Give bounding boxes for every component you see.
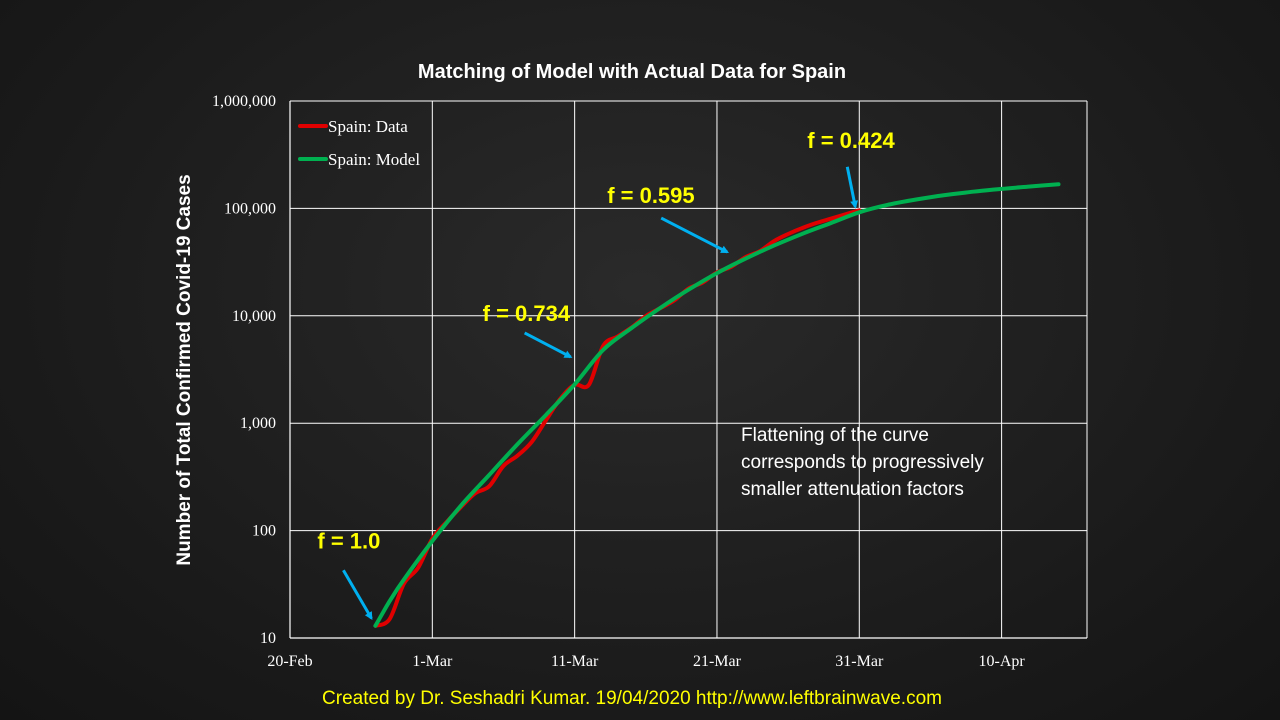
annotation-arrow [660, 216, 729, 254]
x-tick-label: 31-Mar [835, 653, 884, 670]
legend: Spain: Data Spain: Model [298, 117, 420, 169]
x-tick-label: 20-Feb [267, 653, 312, 670]
series-model-line [373, 182, 1061, 628]
y-tick-label: 1,000,000 [212, 93, 276, 110]
note-line: corresponds to progressively [741, 452, 984, 473]
note-line: Flattening of the curve [741, 425, 929, 446]
note-line: smaller attenuation factors [741, 479, 964, 500]
annotation-arrow [523, 331, 573, 359]
ticks: 10 100 1,000 10,000 100,000 1,000,000 20-Feb 1-… [212, 93, 1025, 670]
annotations: f = 1.0 f = 0.734 f = 0.595 f = 0.424 [317, 128, 896, 621]
legend-label: Spain: Data [328, 117, 408, 136]
chart-title: Matching of Model with Actual Data for S… [418, 61, 846, 83]
y-tick-label: 100 [252, 523, 276, 540]
annotation-arrow [845, 166, 859, 209]
series [373, 182, 1061, 628]
note: Flattening of the curve corresponds to pr… [741, 425, 984, 500]
f-label: f = 0.734 [483, 301, 571, 326]
y-tick-label: 10 [260, 630, 276, 647]
annotation-arrow [342, 569, 373, 621]
y-tick-label: 1,000 [240, 415, 276, 432]
footer-credit: Created by Dr. Seshadri Kumar. 19/04/202… [322, 688, 942, 709]
grid [289, 100, 1088, 639]
y-tick-label: 100,000 [224, 200, 276, 217]
legend-label: Spain: Model [328, 150, 420, 169]
x-tick-label: 10-Apr [978, 653, 1025, 670]
x-tick-label: 1-Mar [412, 653, 453, 670]
f-label: f = 0.595 [607, 183, 694, 208]
y-tick-label: 10,000 [232, 308, 276, 325]
f-label: f = 0.424 [807, 128, 895, 153]
y-axis-label: Number of Total Confirmed Covid-19 Cases [174, 174, 195, 565]
f-label: f = 1.0 [317, 528, 380, 553]
x-tick-label: 11-Mar [551, 653, 599, 670]
x-tick-label: 21-Mar [693, 653, 742, 670]
series-data-line [373, 208, 862, 628]
